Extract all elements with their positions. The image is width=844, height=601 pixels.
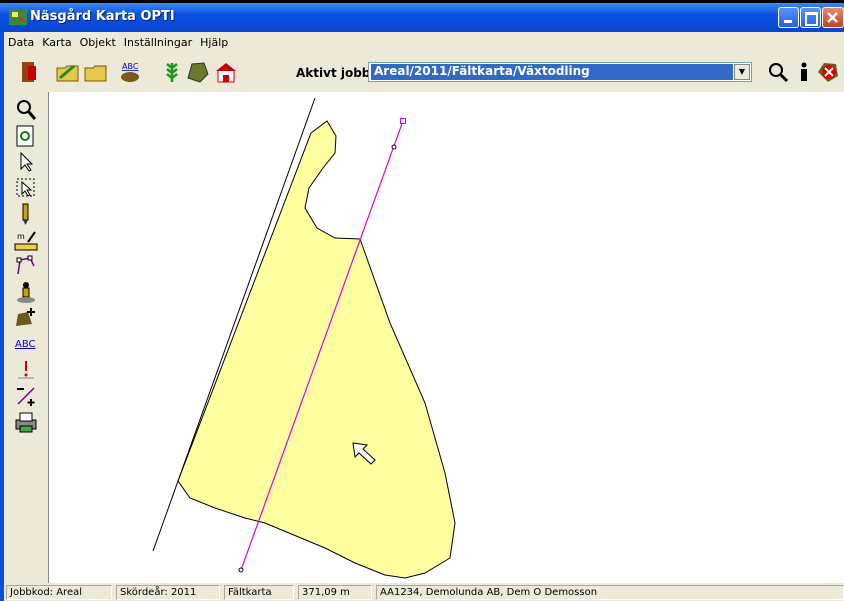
- farm-icon[interactable]: [214, 60, 238, 84]
- reference-line: [152, 97, 316, 552]
- line-handle[interactable]: [400, 118, 406, 124]
- minimize-button[interactable]: [778, 7, 799, 28]
- folder-icon[interactable]: [84, 60, 108, 84]
- refresh-tool[interactable]: [14, 124, 38, 148]
- remove-icon[interactable]: [816, 60, 840, 84]
- line-node[interactable]: [391, 144, 397, 150]
- job-value: Areal/2011/Fältkarta/Växtodling: [371, 64, 733, 80]
- toolbar: ABC Aktivt jobb Areal/2011/Fältkarta/Väx…: [4, 54, 844, 92]
- mouse-cursor: [352, 442, 376, 465]
- close-button[interactable]: [822, 7, 844, 28]
- add-field-tool[interactable]: [14, 306, 38, 330]
- status-field: Jobbkod: Areal: [6, 585, 112, 600]
- menu-item[interactable]: Karta: [42, 36, 72, 49]
- icon-text: ABC: [122, 62, 139, 71]
- status-field: AA1234, Demolunda AB, Dem O Demosson: [376, 585, 844, 600]
- zoom-tool[interactable]: [14, 98, 38, 122]
- app-window: Näsgård Karta OPTI Data Karta Objekt Instäl…: [0, 3, 844, 601]
- app-icon: [9, 9, 27, 25]
- search-icon[interactable]: [766, 60, 790, 84]
- crop-icon[interactable]: [160, 60, 184, 84]
- title-bar: Näsgård Karta OPTI: [0, 3, 844, 32]
- status-field: 371,09 m: [298, 585, 372, 600]
- status-field: Fältkarta: [224, 585, 294, 600]
- status-field: Skördeår: 2011: [116, 585, 220, 600]
- print-tool[interactable]: [14, 410, 38, 434]
- job-label: Aktivt jobb: [296, 66, 371, 80]
- node-tool[interactable]: [14, 254, 38, 278]
- split-tool[interactable]: [14, 384, 38, 408]
- dropdown-button[interactable]: ▼: [734, 64, 750, 80]
- menu-bar: Data Karta Objekt Inställningar Hjälp: [4, 32, 844, 52]
- measure-tool[interactable]: m: [14, 228, 38, 252]
- menu-item[interactable]: Hjälp: [200, 36, 229, 49]
- maximize-button[interactable]: [800, 7, 821, 28]
- job-combobox[interactable]: Areal/2011/Fältkarta/Växtodling ▼: [368, 62, 752, 82]
- draw-tool[interactable]: [14, 202, 38, 226]
- side-toolbar: m ABC: [10, 96, 44, 586]
- icon-text: ABC: [15, 339, 36, 350]
- gps-tool[interactable]: [14, 280, 38, 304]
- menu-item[interactable]: Objekt: [79, 36, 116, 49]
- select-tool[interactable]: [14, 150, 38, 174]
- open-folder-icon[interactable]: [56, 60, 80, 84]
- menu-item[interactable]: Inställningar: [123, 36, 193, 49]
- field-polygon[interactable]: [177, 120, 456, 579]
- info-icon[interactable]: [792, 60, 816, 84]
- status-bar: Jobbkod: Areal Skördeår: 2011 Fältkarta 371…: [4, 584, 844, 601]
- client-area: Data Karta Objekt Inställningar Hjälp ABC Ak…: [4, 32, 844, 601]
- area-select-tool[interactable]: [14, 176, 38, 200]
- label-icon[interactable]: ABC: [120, 60, 144, 84]
- map-canvas[interactable]: [48, 92, 844, 583]
- split-line[interactable]: [240, 120, 404, 571]
- field-icon[interactable]: [186, 60, 210, 84]
- marker-tool[interactable]: [14, 358, 38, 382]
- text-tool[interactable]: ABC: [14, 332, 38, 356]
- exit-icon[interactable]: [18, 60, 42, 84]
- window-title: Näsgård Karta OPTI: [30, 9, 175, 24]
- line-node[interactable]: [238, 567, 244, 573]
- svg-text:m: m: [17, 232, 25, 241]
- menu-item[interactable]: Data: [8, 36, 35, 49]
